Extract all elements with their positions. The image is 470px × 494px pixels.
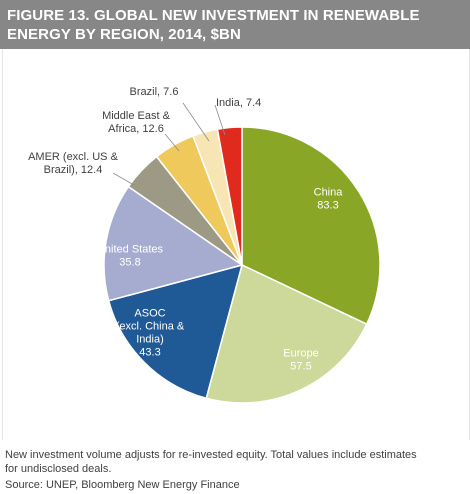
label-amer-excl-us-brazil-line-1: AMER (excl. US & [28, 151, 119, 163]
slice-china [241, 126, 381, 326]
title-bar: FIGURE 13. GLOBAL NEW INVESTMENT IN RENE… [0, 0, 470, 49]
chart-panel: China 83.3 Europe 57.5 ASOC (excl. China & Ind… [2, 49, 470, 440]
label-united-states-line-2: 35.8 [119, 257, 140, 269]
label-asoc-excl-china-india-line-1: ASOC [134, 308, 165, 320]
chart-title: FIGURE 13. GLOBAL NEW INVESTMENT IN RENE… [7, 7, 420, 43]
label-amer-excl-us-brazil-line-2: Brazil), 12.4 [44, 164, 103, 176]
label-brazil-line-1: Brazil, 7.6 [130, 86, 179, 98]
label-china-line-2: 83.3 [317, 200, 338, 212]
footnote-line-2: for undisclosed deals. [5, 463, 112, 475]
label-europe-line-2: 57.5 [290, 361, 311, 373]
label-india-line-1: India, 7.4 [216, 97, 261, 109]
label-middle-east-africa-line-1: Middle East & [102, 110, 171, 122]
leader-middle-east-africa [164, 133, 180, 152]
slice-europe [205, 263, 368, 404]
slice-india [216, 126, 243, 266]
label-asoc-excl-china-india-line-4: 43.3 [139, 347, 160, 359]
leader-india [214, 104, 226, 136]
leader-lines [112, 102, 226, 186]
leader-amer-excl-us-brazil [112, 172, 135, 186]
slice-asoc-excl-china-india [107, 263, 244, 400]
pie-slices [103, 126, 381, 404]
label-middle-east-africa-line-2: Africa, 12.6 [108, 123, 164, 135]
label-asoc-excl-china-india-line-2: (excl. China & [116, 321, 185, 333]
leader-brazil [182, 102, 210, 142]
label-united-states-line-1: United States [97, 244, 164, 256]
footnote-line-1: New investment volume adjusts for re-inv… [5, 449, 417, 461]
slice-united-states [103, 185, 244, 302]
label-europe-line-1: Europe [283, 348, 318, 360]
label-asoc-excl-china-india-line-3: India) [136, 334, 164, 346]
label-china-line-1: China [314, 187, 344, 199]
source-note: Source: UNEP, Bloomberg New Energy Finan… [5, 479, 240, 491]
